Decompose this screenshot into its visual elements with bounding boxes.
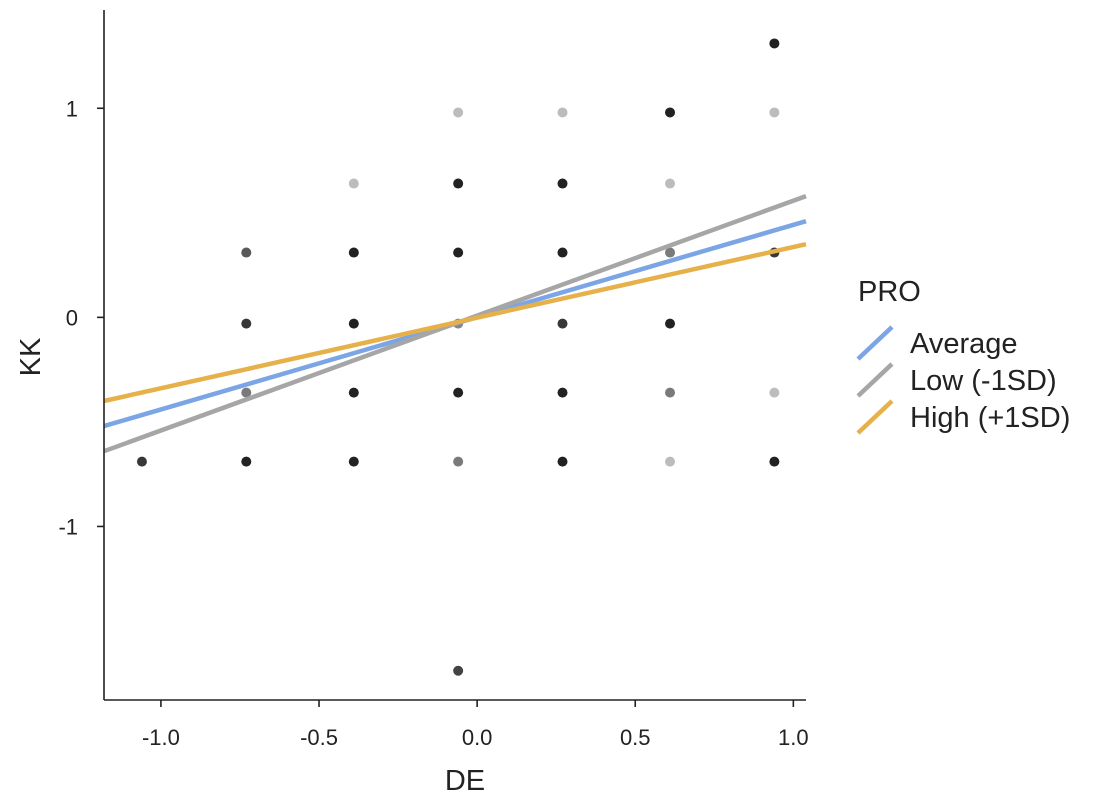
data-point	[769, 38, 780, 49]
data-point	[241, 387, 252, 398]
data-point	[557, 107, 568, 118]
legend-title: PRO	[858, 276, 921, 308]
legend-swatch	[856, 325, 894, 361]
data-point	[453, 247, 464, 258]
data-point	[557, 318, 568, 329]
data-point	[557, 387, 568, 398]
data-point	[241, 456, 252, 467]
data-point	[453, 387, 464, 398]
x-axis-title: DE	[445, 765, 485, 797]
data-point	[348, 387, 359, 398]
x-tick-label: -1.0	[142, 725, 180, 750]
x-tick-label: 1.0	[778, 725, 809, 750]
legend-swatch	[856, 362, 894, 398]
data-point	[453, 107, 464, 118]
data-point	[769, 107, 780, 118]
regression-lines	[103, 193, 807, 454]
y-axis-ticks: -1 0 1	[58, 96, 104, 539]
legend-swatch	[856, 399, 894, 435]
data-point	[453, 178, 464, 189]
data-point	[769, 456, 780, 467]
y-tick-label: 0	[66, 305, 78, 330]
data-point	[665, 107, 676, 118]
legend-entries: Average Low (-1SD) High (+1SD)	[856, 325, 1070, 435]
data-point	[348, 318, 359, 329]
data-point	[665, 318, 676, 329]
y-tick-label: -1	[58, 514, 78, 539]
data-point	[136, 456, 147, 467]
regression-line	[103, 241, 807, 404]
data-point	[665, 456, 676, 467]
data-point	[557, 456, 568, 467]
legend-label: Average	[910, 328, 1018, 360]
points-layer	[136, 38, 780, 676]
x-tick-label: 0.5	[620, 725, 651, 750]
data-point	[665, 387, 676, 398]
legend: PRO Average Low (-1SD) High (+1SD)	[856, 276, 1070, 435]
data-point	[241, 247, 252, 258]
data-point	[348, 456, 359, 467]
x-tick-label: 0.0	[462, 725, 493, 750]
x-tick-label: -0.5	[300, 725, 338, 750]
data-point	[769, 387, 780, 398]
data-point	[348, 178, 359, 189]
data-point	[348, 247, 359, 258]
data-point	[665, 178, 676, 189]
y-axis-title: KK	[15, 337, 47, 376]
data-point	[557, 178, 568, 189]
data-point	[557, 247, 568, 258]
data-point	[665, 247, 676, 258]
data-point	[241, 318, 252, 329]
x-axis-ticks: -1.0 -0.5 0.0 0.5 1.0	[142, 700, 809, 750]
legend-label: Low (-1SD)	[910, 365, 1057, 397]
data-point	[453, 456, 464, 467]
y-tick-label: 1	[66, 96, 78, 121]
data-point	[453, 665, 464, 676]
legend-label: High (+1SD)	[910, 402, 1070, 434]
